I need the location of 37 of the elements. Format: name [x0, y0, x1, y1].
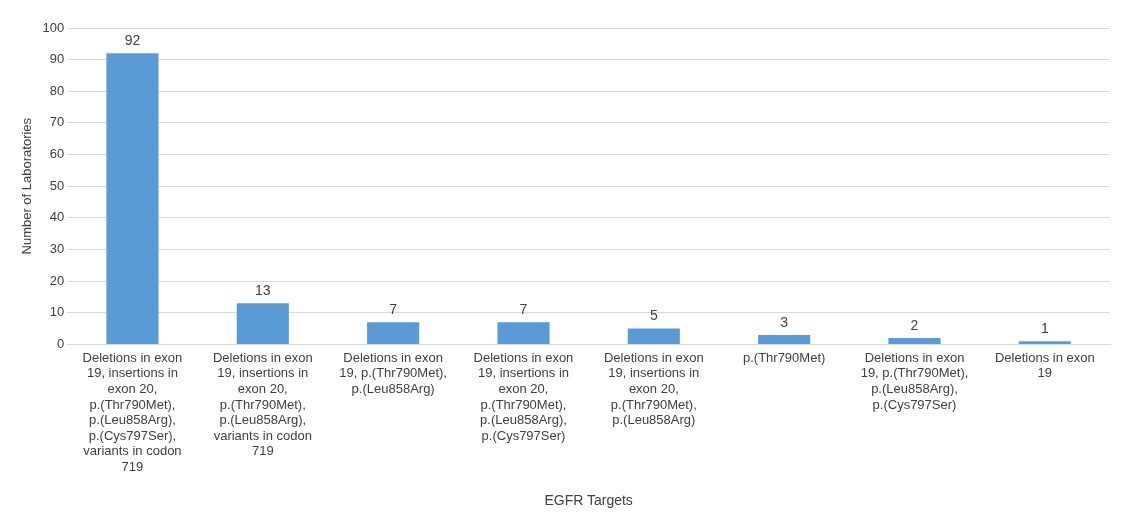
y-tick-label: 90 — [49, 51, 65, 67]
y-axis-title: Number of Laboratories — [19, 117, 35, 255]
x-tick-label: p.(Thr790Met) — [742, 349, 826, 365]
x-tick-label: Deletions in exon 19, insertions in exon 20, p.(Thr790Met), p.(Leu858Arg), variants in codon 719 — [212, 349, 313, 459]
y-tick-label: 40 — [49, 209, 65, 225]
x-tick-label: Deletions in exon 19, insertions in exon 20, p.(Thr790Met), p.(Leu858Arg) — [603, 349, 704, 428]
x-tick-label: Deletions in exon 19 — [994, 349, 1095, 381]
data-label: 2 — [910, 316, 919, 333]
x-axis-title: EGFR Targets — [544, 492, 633, 509]
data-label: 5 — [649, 307, 658, 324]
bar — [758, 334, 811, 344]
y-tick-label: 20 — [49, 272, 65, 288]
bar — [367, 322, 420, 344]
bar — [236, 303, 289, 344]
y-tick-label: 100 — [42, 19, 65, 35]
data-label: 1 — [1040, 320, 1049, 337]
y-tick-label: 60 — [49, 146, 65, 162]
y-tick-label: 70 — [49, 114, 65, 130]
y-tick-label: 10 — [49, 304, 65, 320]
bar — [1018, 341, 1071, 344]
data-label: 7 — [519, 301, 528, 318]
x-tick-label: Deletions in exon 19, p.(Thr790Met), p.(Leu858Arg) — [339, 349, 447, 396]
data-label: 3 — [780, 313, 789, 330]
data-label: 92 — [124, 32, 141, 49]
data-label: 7 — [389, 301, 398, 318]
x-tick-label: Deletions in exon 19, insertions in exon 20, p.(Thr790Met), p.(Leu858Arg), p.(Cys797Ser) — [473, 349, 574, 443]
y-tick-label: 80 — [49, 82, 65, 98]
x-tick-label: Deletions in exon 19, insertions in exon 20, p.(Thr790Met), p.(Leu858Arg), p.(Cys797Ser), variants in codon 719 — [82, 349, 183, 474]
bar — [888, 338, 941, 344]
y-tick-label: 30 — [49, 241, 65, 257]
x-tick-label: Deletions in exon 19, p.(Thr790Met), p.(Leu858Arg), p.(Cys797Ser) — [860, 349, 969, 412]
bar — [627, 328, 680, 344]
bar — [106, 53, 159, 344]
data-label: 13 — [255, 282, 271, 299]
y-tick-label: 0 — [57, 335, 65, 351]
bar — [497, 322, 550, 344]
y-tick-label: 50 — [49, 177, 65, 193]
